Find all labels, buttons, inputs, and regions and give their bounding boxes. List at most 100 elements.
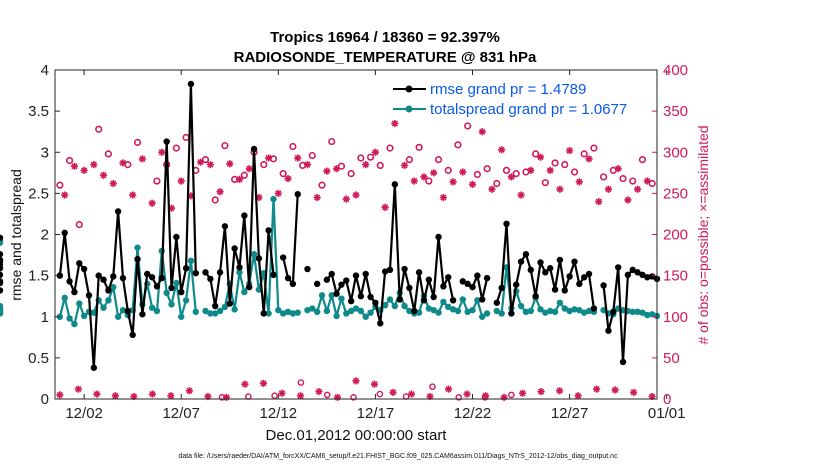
rmse-point bbox=[182, 265, 190, 272]
rmse-point bbox=[202, 269, 209, 276]
obs-possible-marker bbox=[454, 141, 462, 149]
rmse-point bbox=[0, 251, 4, 258]
totalspread-point bbox=[153, 307, 161, 315]
obs-assimilated-low-marker bbox=[518, 389, 527, 397]
obs-assimilated-marker bbox=[332, 165, 341, 173]
rmse-point bbox=[425, 276, 433, 283]
plot-area bbox=[55, 70, 657, 399]
obs-possible-marker bbox=[75, 221, 83, 229]
totalspread-point bbox=[333, 312, 340, 320]
rmse-point bbox=[367, 293, 374, 301]
totalspread-point bbox=[76, 300, 83, 307]
asterisk-stroke bbox=[445, 386, 452, 393]
obs-assimilated-marker bbox=[362, 160, 370, 169]
obs-assimilated-low-marker bbox=[555, 387, 564, 395]
obs-assimilated-low-marker bbox=[407, 390, 416, 398]
totalspread-point bbox=[304, 306, 311, 314]
asterisk-stroke bbox=[129, 191, 136, 199]
totalspread-point bbox=[517, 302, 525, 310]
rmse-point bbox=[80, 265, 88, 273]
rmse-point bbox=[178, 288, 185, 296]
totalspread-point bbox=[0, 303, 4, 311]
totalspread-point bbox=[576, 306, 583, 314]
totalspread-point bbox=[187, 257, 195, 265]
obs-assimilated-low-marker bbox=[259, 379, 268, 387]
rmse-point bbox=[148, 274, 156, 281]
obs-assimilated-marker bbox=[400, 161, 409, 170]
y-tick-label-right: 100 bbox=[663, 309, 688, 326]
totalspread-point bbox=[537, 306, 544, 313]
obs-assimilated-marker bbox=[546, 166, 554, 174]
asterisk-stroke bbox=[537, 154, 544, 161]
obs-possible-marker bbox=[493, 179, 501, 188]
asterisk-stroke bbox=[371, 381, 378, 388]
obs-assimilated-marker bbox=[274, 189, 282, 197]
rmse-point bbox=[571, 258, 578, 265]
asterisk-stroke bbox=[430, 169, 437, 176]
rmse-point bbox=[163, 138, 170, 145]
rmse-point bbox=[270, 271, 277, 279]
rmse-point bbox=[0, 234, 4, 241]
x-tick-label: 12/12 bbox=[260, 405, 298, 422]
obs-possible-marker bbox=[541, 179, 549, 187]
asterisk-stroke bbox=[187, 192, 195, 199]
asterisk-stroke bbox=[315, 388, 323, 395]
obs-assimilated-marker bbox=[478, 128, 486, 136]
rmse-point bbox=[245, 283, 253, 291]
totalspread-point bbox=[343, 310, 350, 317]
asterisk-stroke bbox=[634, 186, 641, 193]
asterisk-stroke bbox=[576, 178, 583, 185]
rmse-point bbox=[85, 292, 93, 299]
obs-possible-low-marker bbox=[297, 379, 305, 386]
rmse-point bbox=[430, 293, 437, 301]
asterisk-stroke bbox=[519, 390, 526, 397]
obs-assimilated-low-marker bbox=[241, 380, 249, 388]
asterisk-stroke bbox=[362, 161, 369, 168]
obs-assimilated-marker bbox=[536, 153, 545, 161]
asterisk-stroke bbox=[236, 176, 243, 183]
asterisk-stroke bbox=[527, 167, 534, 174]
rmse-point bbox=[236, 264, 243, 271]
rmse-point bbox=[328, 270, 335, 278]
y-tick-label-left: 3.5 bbox=[28, 103, 49, 120]
totalspread-point bbox=[110, 283, 117, 291]
x-tick-label: 01/01 bbox=[648, 405, 686, 422]
chart-title-line2: RADIOSONDE_TEMPERATURE @ 831 hPa bbox=[234, 49, 537, 66]
obs-assimilated-marker bbox=[614, 165, 622, 173]
obs-assimilated-marker bbox=[449, 178, 457, 186]
asterisk-stroke bbox=[333, 165, 340, 172]
rmse-point bbox=[144, 270, 151, 278]
asterisk-stroke bbox=[158, 149, 165, 156]
totalspread-point bbox=[479, 313, 486, 320]
obs-assimilated-low-marker bbox=[74, 385, 82, 393]
totalspread-point bbox=[391, 302, 399, 310]
totalspread-point bbox=[80, 312, 88, 320]
rmse-point bbox=[624, 271, 632, 279]
obs-possible-low-marker bbox=[481, 394, 489, 401]
totalspread-point bbox=[386, 296, 394, 303]
obs-assimilated-marker bbox=[604, 185, 613, 193]
rmse-point bbox=[260, 310, 267, 317]
rmse-point bbox=[449, 297, 457, 304]
rmse-point bbox=[406, 284, 413, 292]
chart-title-line1: Tropics 16964 / 18360 = 92.397% bbox=[270, 29, 500, 46]
obs-assimilated-marker bbox=[624, 196, 632, 204]
obs-possible-marker bbox=[56, 181, 64, 189]
obs-assimilated-marker bbox=[517, 191, 525, 199]
asterisk-stroke bbox=[260, 380, 267, 387]
totalspread-point bbox=[352, 305, 360, 312]
totalspread-point bbox=[212, 310, 219, 317]
rmse-point bbox=[503, 220, 510, 228]
obs-possible-low-marker bbox=[350, 394, 357, 401]
asterisk-stroke bbox=[426, 393, 434, 400]
rmse-point bbox=[440, 283, 447, 290]
asterisk-stroke bbox=[149, 390, 156, 398]
rmse-point bbox=[585, 270, 593, 278]
rmse-point bbox=[357, 292, 365, 300]
obs-assimilated-low-marker bbox=[56, 391, 64, 399]
legend: rmse grand pr = 1.4789 totalspread grand… bbox=[392, 78, 648, 120]
plot-frame bbox=[54, 69, 658, 400]
obs-assimilated-low-marker bbox=[278, 389, 286, 397]
rmse-point bbox=[221, 223, 229, 230]
asterisk-stroke bbox=[605, 186, 612, 193]
